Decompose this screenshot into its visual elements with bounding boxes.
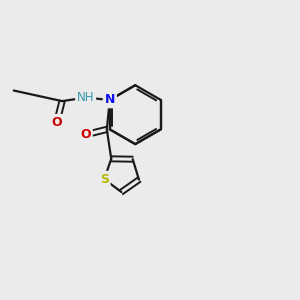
Text: S: S	[100, 172, 109, 186]
Text: N: N	[105, 93, 115, 106]
Text: O: O	[80, 128, 91, 141]
Text: O: O	[52, 116, 62, 129]
Text: NH: NH	[77, 91, 94, 104]
